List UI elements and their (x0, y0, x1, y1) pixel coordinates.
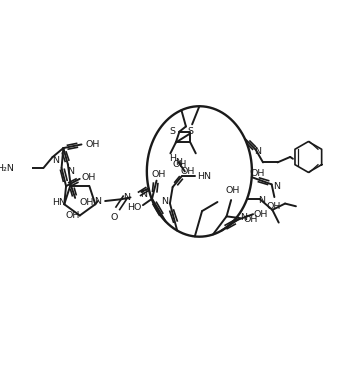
Text: OH: OH (173, 160, 187, 169)
Text: OH: OH (226, 187, 240, 196)
Text: N: N (254, 147, 261, 156)
Text: OH: OH (181, 167, 195, 176)
Text: OH: OH (80, 198, 94, 207)
Text: S: S (187, 127, 193, 136)
Text: N: N (161, 197, 168, 206)
Text: OH: OH (151, 170, 166, 179)
Text: N: N (258, 196, 265, 205)
Text: OH: OH (85, 140, 99, 149)
Text: OH: OH (250, 169, 265, 178)
Text: N: N (273, 182, 281, 191)
Text: O: O (111, 213, 118, 222)
Text: N: N (67, 167, 74, 176)
Text: OH: OH (266, 201, 281, 211)
Text: N: N (240, 213, 247, 222)
Text: S: S (169, 127, 175, 136)
Text: OH: OH (81, 173, 96, 181)
Text: HO: HO (128, 203, 142, 212)
Text: OH: OH (244, 214, 258, 224)
Text: H₂N: H₂N (0, 164, 15, 173)
Text: HN: HN (52, 198, 66, 207)
Text: N: N (141, 190, 147, 199)
Text: N: N (175, 158, 182, 167)
Text: N: N (52, 156, 59, 165)
Text: HN: HN (197, 172, 211, 181)
Text: N: N (123, 193, 130, 202)
Text: OH: OH (65, 211, 79, 220)
Text: OH: OH (253, 210, 267, 219)
Text: H: H (169, 154, 176, 163)
Text: N: N (94, 197, 101, 206)
